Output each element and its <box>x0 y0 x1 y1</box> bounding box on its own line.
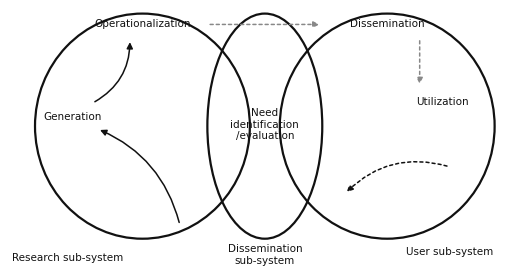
Text: Research sub-system: Research sub-system <box>12 253 123 263</box>
Text: Operationalization: Operationalization <box>94 19 191 29</box>
Text: Dissemination
sub-system: Dissemination sub-system <box>228 244 302 266</box>
Text: User sub-system: User sub-system <box>406 247 493 257</box>
Text: Generation: Generation <box>43 112 102 122</box>
Text: Dissemination: Dissemination <box>350 19 425 29</box>
Text: Utilization: Utilization <box>416 97 469 107</box>
Text: Need
identification
/evaluation: Need identification /evaluation <box>231 108 299 141</box>
